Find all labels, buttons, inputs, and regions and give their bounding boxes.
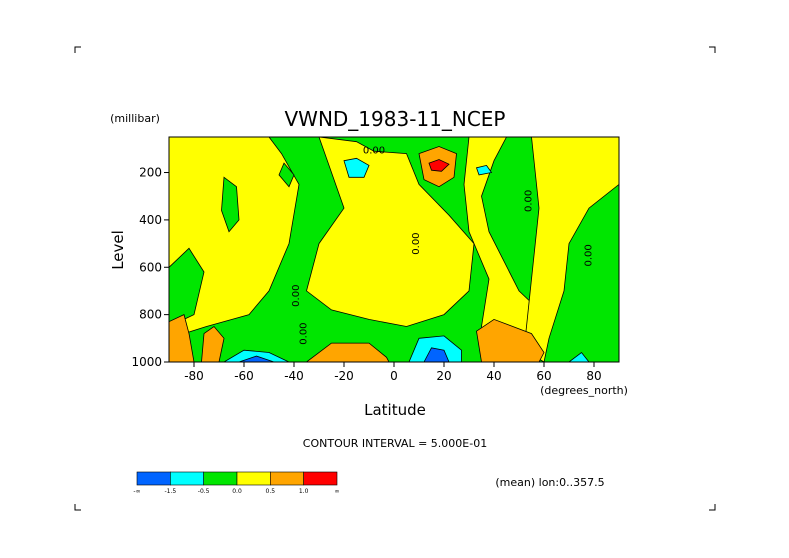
contour-region-6 [169, 247, 205, 327]
x-tick-label-7: 60 [536, 369, 551, 383]
contour-region-11 [428, 159, 450, 172]
contour-region-12 [169, 314, 195, 362]
x-tick-label-0: -80 [184, 369, 204, 383]
x-tick-label-1: -60 [234, 369, 254, 383]
y-axis-label: Level [109, 230, 127, 270]
y-axis-ticks: 200 400 600 800 1000 [131, 166, 169, 369]
contour-region-5 [221, 176, 240, 233]
x-axis-ticks: -80 -60 -40 -20 0 20 40 60 80 [184, 362, 602, 383]
contour-region-14 [305, 342, 390, 362]
y-tick-label-3: 800 [139, 308, 162, 322]
y-tick-label-0: 200 [139, 166, 162, 180]
x-unit-label: (degrees_north) [540, 384, 628, 397]
contour-region-17 [238, 355, 275, 362]
contour-label-1: 0.00 [524, 190, 535, 212]
contour-region-20 [568, 351, 590, 362]
colorbar-label-5: 1.0 [299, 488, 309, 495]
colorbar-label-4: 0.5 [266, 488, 276, 495]
contour-label-3: 0.00 [584, 244, 595, 266]
x-tick-label-5: 20 [436, 369, 451, 383]
x-tick-label-2: -40 [284, 369, 304, 383]
colorbar-swatch-5 [303, 471, 338, 486]
contour-label-2: 0.00 [411, 232, 422, 254]
x-axis-label: Latitude [364, 401, 426, 419]
colorbar-label-3: 0.0 [232, 488, 242, 495]
colorbar-swatch-3 [236, 471, 271, 486]
contour-region-13 [201, 325, 225, 362]
contour-region-7 [278, 162, 295, 188]
y-tick-label-2: 600 [139, 260, 162, 274]
contour-region-8 [343, 157, 370, 178]
colorbar-label-2: -0.5 [198, 488, 210, 495]
colorbar-swatch-4 [270, 471, 304, 486]
contour-label-4: 0.00 [291, 285, 302, 307]
mean-longitude-text: (mean) lon:0..357.5 [495, 476, 604, 489]
x-tick-label-3: -20 [334, 369, 354, 383]
contour-region-9 [475, 164, 493, 176]
x-tick-label-4: 0 [390, 369, 398, 383]
contour-labels: 0.00 0.00 0.00 0.00 0.00 0.00 [291, 146, 595, 345]
contour-region-4 [523, 137, 619, 362]
colorbar-swatch-1 [170, 471, 204, 486]
contour-fill-regions [169, 137, 619, 362]
contour-region-2 [306, 137, 475, 327]
chart-title: VWND_1983-11_NCEP [284, 107, 505, 131]
colorbar-swatch-0 [136, 471, 171, 486]
colorbar: -∞ -1.5 -0.5 0.0 0.5 1.0 ∞ [133, 471, 340, 495]
colorbar-swatch-2 [203, 471, 238, 486]
contour-region-19 [423, 347, 450, 362]
colorbar-label-0: -∞ [133, 488, 140, 495]
colorbar-label-1: -1.5 [164, 488, 176, 495]
y-tick-label-1: 400 [139, 213, 162, 227]
y-unit-label: (millibar) [110, 112, 160, 125]
contour-interval-text: CONTOUR INTERVAL = 5.000E-01 [303, 437, 487, 450]
x-tick-label-8: 80 [586, 369, 601, 383]
contour-region-15 [476, 318, 545, 362]
colorbar-label-6: ∞ [335, 488, 340, 495]
x-tick-label-6: 40 [486, 369, 501, 383]
contour-label-5: 0.00 [299, 322, 310, 344]
contour-label-0: 0.00 [363, 146, 385, 157]
y-tick-label-4: 1000 [131, 355, 162, 369]
crop-marks [74, 46, 716, 511]
